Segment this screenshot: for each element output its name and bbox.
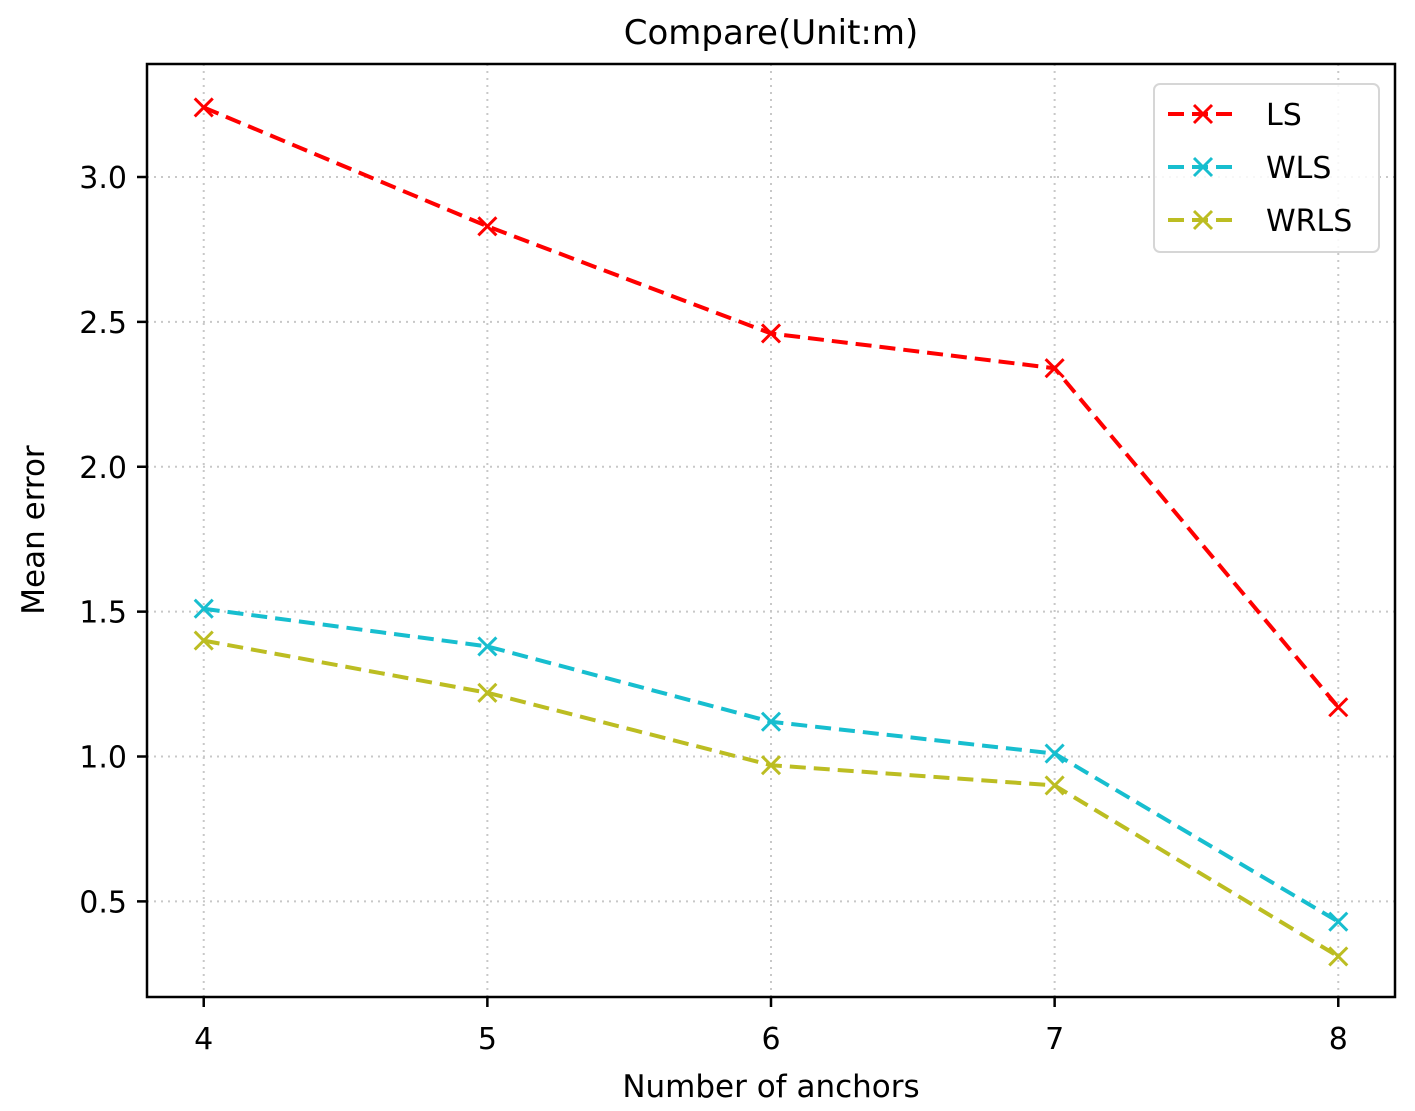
- data-point: [477, 216, 498, 237]
- data-point: [193, 97, 214, 118]
- legend-item-ls: LS: [1168, 98, 1302, 133]
- data-point: [477, 636, 498, 657]
- legend: LS WLS WRLS: [1153, 83, 1380, 253]
- legend-item-wrls: WRLS: [1168, 204, 1352, 239]
- data-point: [1044, 743, 1065, 764]
- legend-marker: [1192, 156, 1214, 178]
- y-axis-label: Mean error: [16, 445, 52, 615]
- data-point: [1328, 697, 1349, 718]
- data-point: [760, 755, 782, 776]
- data-point: [193, 598, 214, 619]
- data-point: [1044, 775, 1065, 796]
- series-ls: [193, 97, 1349, 718]
- data-point: [760, 323, 782, 344]
- data-point: [760, 711, 782, 732]
- legend-label: WLS: [1266, 151, 1331, 186]
- data-point: [1044, 358, 1065, 379]
- series-wls: [193, 598, 1349, 932]
- chart-title: Compare(Unit:m): [624, 13, 919, 53]
- y-tick-label: 1.0: [79, 741, 127, 776]
- data-point: [1328, 946, 1349, 967]
- y-tick-label: 3.0: [79, 161, 127, 196]
- grid: [147, 64, 1395, 997]
- x-tick-label: 8: [1329, 1022, 1348, 1057]
- legend-label: LS: [1266, 98, 1302, 133]
- x-tick-label: 6: [761, 1022, 780, 1057]
- legend-box: [1153, 83, 1380, 253]
- x-tick-label: 7: [1045, 1022, 1064, 1057]
- legend-label: WRLS: [1266, 204, 1352, 239]
- data-point: [477, 682, 498, 703]
- legend-marker: [1192, 103, 1214, 125]
- y-tick-label: 2.5: [79, 306, 127, 341]
- legend-item-wls: WLS: [1168, 151, 1331, 186]
- series-layer: [193, 97, 1349, 967]
- y-tick-label: 2.0: [79, 451, 127, 486]
- legend-marker: [1192, 209, 1214, 231]
- x-tick-label: 4: [194, 1022, 213, 1057]
- data-point: [193, 630, 214, 651]
- y-tick-label: 1.5: [79, 596, 127, 631]
- x-axis-label: Number of anchors: [622, 1069, 919, 1105]
- series-wrls: [193, 630, 1349, 967]
- axis-ticks: 4 5 6 7 8 0.5 1.0 1.5 2.0 2.5 3.0: [79, 161, 1348, 1057]
- data-point: [1328, 911, 1349, 932]
- x-tick-label: 5: [478, 1022, 497, 1057]
- y-tick-label: 0.5: [79, 885, 127, 920]
